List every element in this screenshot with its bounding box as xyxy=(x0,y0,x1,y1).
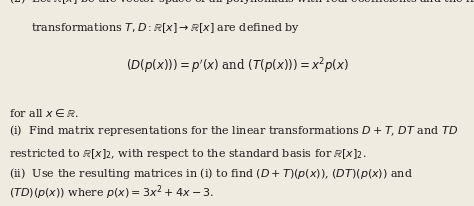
Text: $(TD)(p(x))$ where $p(x) = 3x^2 + 4x - 3$.: $(TD)(p(x))$ where $p(x) = 3x^2 + 4x - 3… xyxy=(9,183,214,202)
Text: (i)  Find matrix representations for the linear transformations $D+T$, $DT$ and : (i) Find matrix representations for the … xyxy=(9,123,458,138)
Text: (2)  Let $\mathbb{R}[x]$ be the vector space of all polynomials with real coeffi: (2) Let $\mathbb{R}[x]$ be the vector sp… xyxy=(9,0,474,6)
Text: transformations $T, D : \mathbb{R}[x] \to \mathbb{R}[x]$ are defined by: transformations $T, D : \mathbb{R}[x] \t… xyxy=(31,21,300,35)
Text: restricted to $\mathbb{R}[x]_2$, with respect to the standard basis for $\mathbb: restricted to $\mathbb{R}[x]_2$, with re… xyxy=(9,147,366,161)
Text: $(D(p(x))) = p'(x)$ and $(T(p(x))) = x^2 p(x)$: $(D(p(x))) = p'(x)$ and $(T(p(x))) = x^2… xyxy=(126,57,348,76)
Text: for all $x \in \mathbb{R}$.: for all $x \in \mathbb{R}$. xyxy=(9,108,78,119)
Text: (ii)  Use the resulting matrices in (i) to find $(D + T)(p(x))$, $(DT)(p(x))$ an: (ii) Use the resulting matrices in (i) t… xyxy=(9,166,412,181)
